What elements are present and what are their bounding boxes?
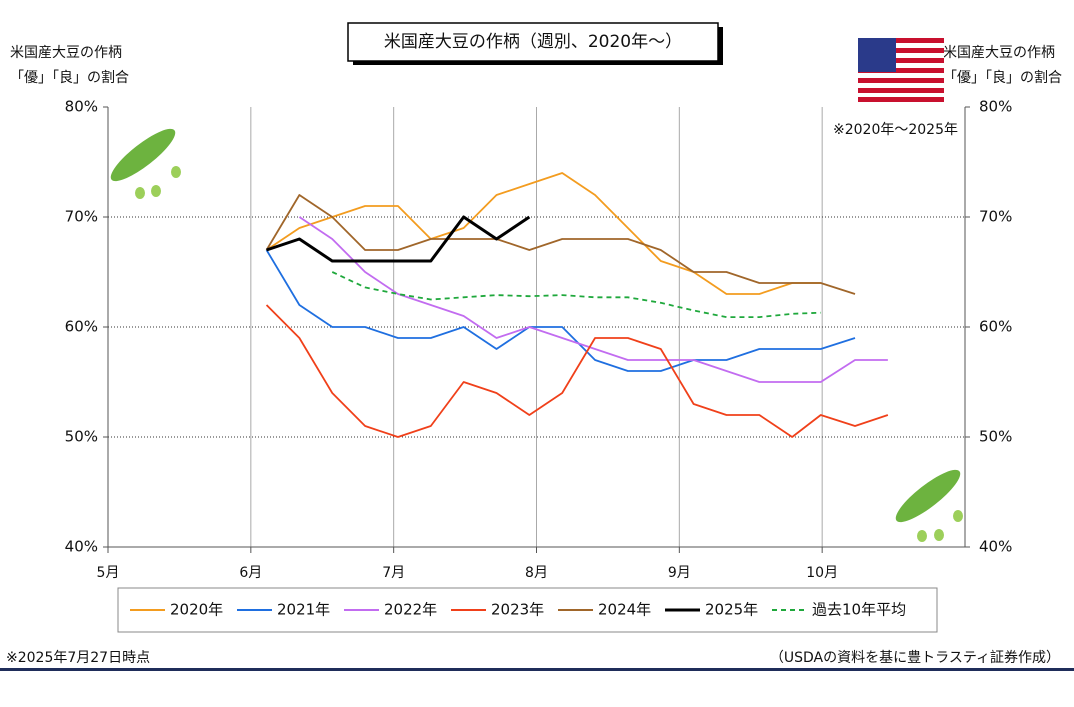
- chart-title: 米国産大豆の作柄（週別、2020年～）: [384, 32, 682, 52]
- y-tick-label: 60%: [65, 318, 98, 336]
- footer-rule: [0, 668, 1074, 671]
- y2-tick-label: 70%: [979, 208, 1012, 226]
- y2-tick-label: 80%: [979, 98, 1012, 116]
- y2-tick-label: 60%: [979, 318, 1012, 336]
- source: （USDAの資料を基に豊トラスティ証券作成）: [770, 649, 1060, 666]
- legend-label: 2025年: [705, 601, 758, 619]
- y-tick-label: 40%: [65, 538, 98, 556]
- x-tick-label: 9月: [668, 565, 691, 581]
- y2-tick-label: 40%: [979, 538, 1012, 556]
- legend-label: 2022年: [384, 601, 437, 619]
- us-flag: [858, 38, 944, 102]
- x-tick-label: 6月: [239, 565, 262, 581]
- y-axis-label: 「優」「良」の割合: [10, 69, 129, 86]
- series-line: [298, 216, 888, 383]
- y2-tick-label: 50%: [979, 428, 1012, 446]
- series-line: [266, 172, 821, 295]
- series-line: [331, 271, 821, 318]
- legend-label: 2024年: [598, 601, 651, 619]
- y-tick-label: 80%: [65, 98, 98, 116]
- y2-axis-label: 米国産大豆の作柄: [943, 45, 1055, 61]
- legend-label: 過去10年平均: [812, 601, 906, 619]
- x-tick-label: 8月: [525, 565, 548, 581]
- x-tick-label: 7月: [382, 565, 405, 581]
- title-box: [347, 22, 719, 62]
- series-line: [265, 304, 889, 438]
- soybean-pod: [110, 128, 181, 199]
- legend-label: 2023年: [491, 601, 544, 619]
- x-tick-label: 10月: [806, 565, 838, 581]
- footnote: ※2025年7月27日時点: [6, 650, 150, 666]
- series-line: [265, 194, 856, 295]
- legend-label: 2021年: [277, 601, 330, 619]
- y-axis-label: 米国産大豆の作柄: [10, 45, 122, 61]
- x-tick-label: 5月: [97, 565, 120, 581]
- series-line: [266, 215, 531, 263]
- y-tick-label: 50%: [65, 428, 98, 446]
- series-line: [265, 249, 856, 372]
- y2-axis-label: 「優」「良」の割合: [943, 69, 1062, 86]
- legend-label: 2020年: [170, 601, 223, 619]
- y-tick-label: 70%: [65, 208, 98, 226]
- soybean-pod: [895, 469, 963, 542]
- annotation: ※2020年～2025年: [833, 122, 958, 138]
